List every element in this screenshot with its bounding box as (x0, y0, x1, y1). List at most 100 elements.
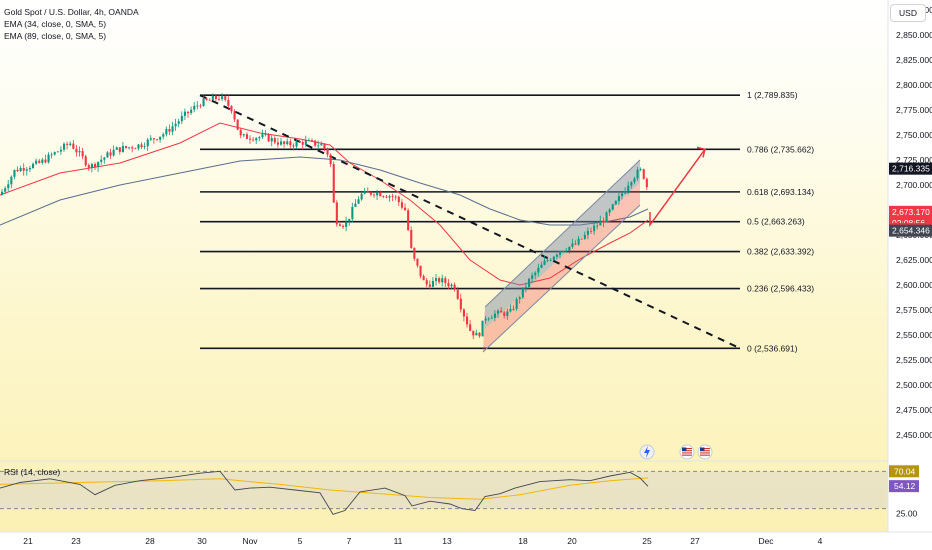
time-tick-label: 5 (298, 536, 303, 546)
candle (621, 190, 624, 200)
rsi-tick-label: 25.00 (896, 508, 918, 518)
candle-body (72, 143, 75, 149)
candle-body (311, 140, 314, 141)
flag-stripe (700, 452, 710, 454)
candle (221, 93, 224, 102)
candle-body (75, 148, 78, 153)
candle (84, 154, 87, 167)
rising-channel[interactable] (482, 159, 641, 353)
candle (137, 144, 140, 151)
trendline-layer[interactable] (199, 94, 741, 350)
candle-body (63, 143, 66, 150)
candle-body (41, 159, 44, 163)
candle (636, 166, 639, 181)
candle-body (611, 204, 614, 210)
candle (314, 140, 317, 148)
candle (335, 200, 338, 227)
candle (208, 98, 211, 101)
candle-body (276, 142, 279, 145)
candle (25, 167, 28, 176)
channel-lower-line[interactable] (482, 204, 641, 353)
price-tick-label: 2,800.000 (896, 80, 932, 90)
candle-body (152, 138, 155, 140)
ema34-legend[interactable]: EMA (34, close, 0, SMA, 5) (4, 19, 107, 29)
dashed-trendline[interactable] (199, 94, 741, 350)
candle-body (19, 168, 22, 172)
rsi-tag-bg (889, 480, 919, 493)
candle (484, 315, 487, 324)
price-axis[interactable]: 2,875.0002,850.0002,825.0002,800.0002,77… (887, 0, 932, 532)
candle-body (301, 142, 304, 145)
candle-body (81, 151, 84, 157)
candle-body (500, 310, 503, 313)
candle (162, 132, 165, 140)
candle-body (292, 145, 295, 147)
candle-body (109, 152, 112, 156)
candle-body (22, 168, 25, 171)
fib-label-0.236: 0.236 (2,596.433) (747, 284, 814, 294)
candle-body (518, 297, 521, 299)
candle-body (56, 151, 59, 153)
projection-arrowhead[interactable] (696, 146, 706, 158)
candle (400, 199, 403, 210)
candle-body (431, 281, 434, 287)
candle-body (425, 280, 428, 285)
candle (450, 283, 453, 290)
candle (307, 137, 310, 141)
candle (574, 240, 577, 246)
candle (345, 216, 348, 232)
candle-body (636, 169, 639, 179)
fibonacci-retracement[interactable]: 1 (2,789.835) 0.786 (2,735.662) 0.618 (2,6… (200, 90, 814, 353)
us-flag-event-icon-2[interactable] (697, 444, 713, 460)
flag-stripe (700, 448, 710, 450)
symbol-title[interactable]: Gold Spot / U.S. Dollar, 4h, OANDA (4, 7, 139, 17)
candle (44, 154, 47, 164)
candle-body (25, 169, 28, 171)
rsi-title[interactable]: RSI (14, close) (4, 467, 61, 477)
candle-body (435, 278, 438, 281)
candle-body (441, 278, 444, 283)
candle-body (87, 165, 90, 168)
candle-body (16, 169, 19, 172)
candle (128, 146, 131, 150)
candle (301, 140, 304, 150)
currency-button[interactable]: USD (890, 4, 926, 22)
candle-body (239, 129, 242, 136)
candle-body (459, 298, 462, 310)
channel-upper-line[interactable] (484, 159, 641, 308)
candle-body (304, 140, 307, 145)
candle (118, 147, 121, 155)
candle (292, 143, 295, 151)
projection-path[interactable] (649, 148, 706, 228)
candle-body (596, 225, 599, 227)
candle-body (546, 260, 549, 261)
candle (580, 238, 583, 240)
us-flag-event-icon-1[interactable] (679, 444, 695, 460)
time-axis[interactable]: 21 23 28 30 Nov 5 7 11 13 18 20 25 27 Dec 4 (0, 531, 932, 550)
candle-body (267, 134, 270, 142)
candle (199, 103, 202, 109)
candle-body (493, 313, 496, 318)
price-tick-label: 2,725.000 (896, 155, 932, 165)
candle-body (7, 184, 10, 189)
candle-body (143, 146, 146, 147)
candle-body (404, 207, 407, 211)
candle-body (540, 264, 543, 268)
projection-layer[interactable] (649, 146, 706, 228)
candle-body (608, 209, 611, 213)
candle-body (97, 161, 100, 167)
candle-body (118, 147, 121, 152)
price-tick-label: 2,575.000 (896, 305, 932, 315)
candle (19, 165, 22, 172)
candle-body (586, 230, 589, 235)
candle (53, 151, 56, 156)
ema89-legend[interactable]: EMA (89, close, 0, SMA, 5) (4, 31, 107, 41)
candle (475, 329, 478, 336)
candle (397, 195, 400, 207)
candle-body (140, 144, 143, 148)
candle (261, 129, 264, 139)
price-tag: 2,716.335 (892, 164, 930, 174)
event-icons[interactable] (639, 444, 713, 460)
candle (1, 188, 4, 196)
